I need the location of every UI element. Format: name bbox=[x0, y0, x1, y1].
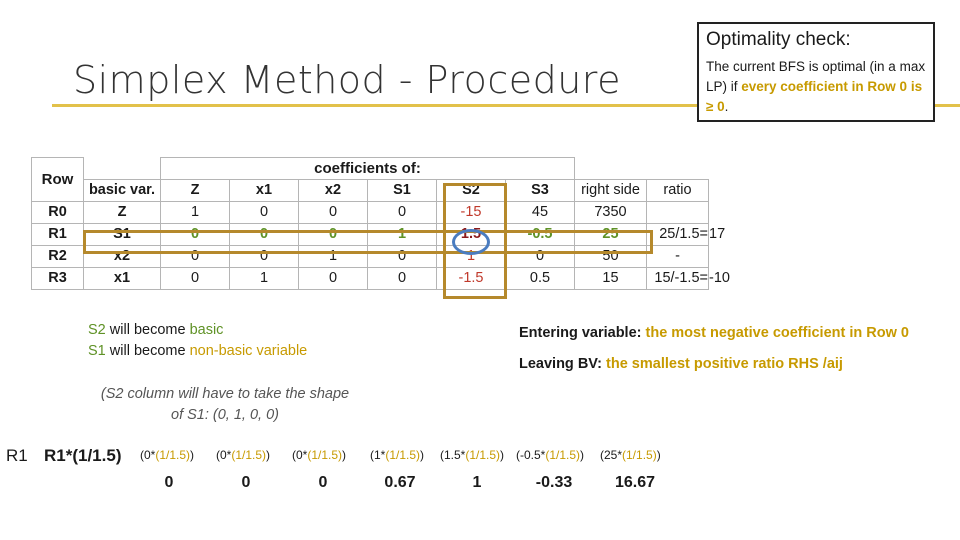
calc-result: 1 bbox=[472, 474, 482, 491]
s2-text: will become bbox=[105, 322, 190, 338]
ratio-cell: - bbox=[646, 245, 709, 268]
header-coefficients: coefficients of: bbox=[160, 157, 575, 180]
ratio-cell bbox=[646, 201, 709, 224]
ratio-cell: 15/-1.5= bbox=[646, 267, 709, 290]
table-row: R1 S1 0 0 0 1 1.5 -0.5 25 25/1.5= 17 bbox=[31, 223, 744, 246]
rules-note: Entering variable: the most negative coe… bbox=[519, 318, 909, 380]
optimality-text-highlight: every coefficient in Row 0 is ≥ 0 bbox=[706, 79, 923, 114]
calc-operation: R1*(1/1.5) bbox=[44, 446, 122, 465]
header-ratio: ratio bbox=[646, 179, 709, 202]
calc-result: 0 bbox=[241, 474, 251, 491]
header-right-side: right side bbox=[574, 179, 647, 202]
calc-result: 16.67 bbox=[614, 474, 656, 491]
cell: 1 bbox=[229, 267, 299, 290]
entering-text: the most negative coefficient in Row 0 bbox=[645, 325, 909, 341]
title-underline bbox=[52, 104, 960, 107]
pivot-row-highlight bbox=[83, 230, 653, 254]
cell: 0 bbox=[367, 267, 437, 290]
row-label: R3 bbox=[31, 267, 84, 290]
calc-term: (1.5*(1/1.5)) bbox=[440, 448, 505, 462]
s1-tail: non-basic variable bbox=[189, 343, 308, 359]
header-col-s3: S3 bbox=[505, 179, 575, 202]
cell: 0 bbox=[229, 201, 299, 224]
header-basic-var: basic var. bbox=[83, 179, 161, 202]
header-col-x2: x2 bbox=[298, 179, 368, 202]
calc-term: (25*(1/1.5)) bbox=[600, 448, 661, 462]
simplex-tableau: Row coefficients of: basic var. Z x1 x2 … bbox=[31, 157, 744, 290]
row-label: R2 bbox=[31, 245, 84, 268]
header-col-x1: x1 bbox=[229, 179, 299, 202]
cell: 0 bbox=[298, 267, 368, 290]
s2-tail: basic bbox=[189, 322, 224, 338]
basic-var: Z bbox=[83, 201, 161, 224]
calc-result: 0.67 bbox=[384, 474, 416, 491]
basic-var: x1 bbox=[83, 267, 161, 290]
ratio-cell: 25/1.5= bbox=[646, 223, 709, 246]
s2-label: S2 bbox=[88, 322, 106, 338]
calc-row-label: R1 bbox=[6, 446, 28, 465]
cell: 0 bbox=[160, 267, 230, 290]
calc-term: (1*(1/1.5)) bbox=[370, 448, 425, 462]
s2-shape-note: (S2 column will have to take the shape o… bbox=[100, 386, 350, 423]
pivot-column-highlight bbox=[443, 183, 507, 299]
s1-label: S1 bbox=[88, 343, 106, 359]
optimality-heading: Optimality check: bbox=[706, 29, 851, 50]
calc-term: (0*(1/1.5)) bbox=[292, 448, 347, 462]
s1-text: will become bbox=[105, 343, 190, 359]
calc-term: (-0.5*(1/1.5)) bbox=[516, 448, 585, 462]
calc-result: 0 bbox=[318, 474, 328, 491]
cell: -1.5 bbox=[436, 267, 506, 290]
page-title: Simplex Method - Procedure bbox=[73, 58, 621, 102]
entering-label: Entering variable: bbox=[519, 325, 646, 341]
optimality-text-1: The current BFS is optimal (in a max LP)… bbox=[706, 59, 926, 94]
header-row: Row bbox=[31, 157, 84, 202]
table-row: R0 Z 1 0 0 0 -15 45 7350 bbox=[31, 201, 744, 224]
cell: 45 bbox=[505, 201, 575, 224]
pivot-circle bbox=[452, 229, 490, 255]
leaving-text: the smallest positive ratio RHS /aij bbox=[606, 356, 843, 372]
calc-result: -0.33 bbox=[535, 474, 573, 491]
header-col-z: Z bbox=[160, 179, 230, 202]
optimality-check-box: Optimality check: The current BFS is opt… bbox=[697, 22, 935, 122]
row-label: R0 bbox=[31, 201, 84, 224]
leaving-label: Leaving BV: bbox=[519, 356, 607, 372]
optimality-text-2: . bbox=[724, 99, 729, 114]
calc-result: 0 bbox=[164, 474, 174, 491]
cell: 0 bbox=[367, 201, 437, 224]
ratio-value: -10 bbox=[709, 270, 730, 286]
row-label: R1 bbox=[31, 223, 84, 246]
cell: 0.5 bbox=[505, 267, 575, 290]
ratio-value: 17 bbox=[709, 226, 726, 242]
rhs-cell: 15 bbox=[574, 267, 647, 290]
calc-term: (0*(1/1.5)) bbox=[216, 448, 271, 462]
calc-term: (0*(1/1.5)) bbox=[140, 448, 195, 462]
cell: 0 bbox=[298, 201, 368, 224]
table-row: R3 x1 0 1 0 0 -1.5 0.5 15 15/-1.5= -10 bbox=[31, 267, 744, 290]
header-col-s1: S1 bbox=[367, 179, 437, 202]
basis-change-note: S2 will become basic S1 will become non-… bbox=[88, 320, 307, 362]
rhs-cell: 7350 bbox=[574, 201, 647, 224]
optimality-text: The current BFS is optimal (in a max LP)… bbox=[706, 57, 926, 117]
cell: 1 bbox=[160, 201, 230, 224]
